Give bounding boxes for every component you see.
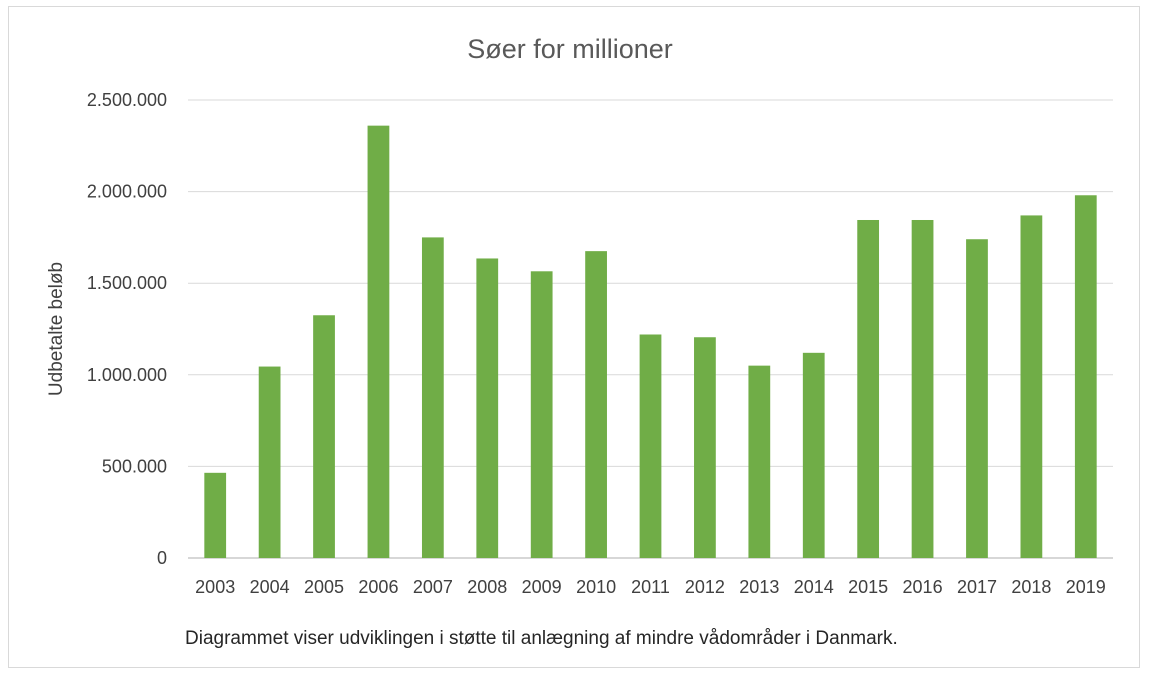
y-tick-label: 1.500.000 [87,273,167,293]
y-tick-label: 2.500.000 [87,90,167,110]
x-tick-label: 2008 [467,577,507,597]
bar-2015 [857,219,880,558]
x-tick-label: 2011 [631,577,670,597]
bar-2005 [313,315,335,558]
x-tick-label: 2005 [304,577,344,597]
y-tick-label: 500.000 [102,456,167,476]
bar-2013 [748,365,771,558]
x-tick-label: 2019 [1066,577,1106,597]
x-tick-label: 2013 [739,577,779,597]
x-tick-label: 2015 [848,577,888,597]
bar-2011 [639,334,662,558]
y-tick-label: 2.000.000 [87,182,167,202]
x-tick-label: 2006 [358,577,398,597]
x-tick-label: 2018 [1011,577,1051,597]
y-tick-label: 0 [157,548,167,568]
x-tick-label: 2014 [794,577,834,597]
bar-2012 [694,337,716,558]
gridlines [188,99,1113,559]
x-tick-label: 2016 [903,577,943,597]
x-tick-label: 2009 [522,577,562,597]
bar-2016 [911,219,934,558]
x-tick-label: 2003 [195,577,235,597]
bar-2014 [802,352,825,558]
bar-2004 [258,366,281,558]
x-tick-labels: 2003 2004 2005 2006 2007 2008 2009 2010 2011 2012… [195,577,1106,597]
bar-2008 [476,258,499,558]
x-tick-label: 2010 [576,577,616,597]
bar-2003 [204,472,227,558]
y-tick-labels: 0 500.000 1.000.000 1.500.000 2.000.000 2.500… [87,90,167,568]
bar-2009 [530,271,553,558]
bar-2017 [966,239,988,558]
bars [204,125,1097,558]
y-axis-label: Udbetalte beløb [46,262,67,396]
bar-2006 [367,125,390,558]
bar-2010 [585,251,607,558]
y-tick-label: 1.000.000 [87,365,167,385]
bar-2019 [1074,195,1097,558]
bar-2018 [1020,215,1043,558]
x-tick-label: 2004 [250,577,290,597]
bar-2007 [421,237,444,558]
x-tick-label: 2017 [957,577,997,597]
chart-caption: Diagrammet viser udviklingen i støtte ti… [185,628,898,649]
x-tick-label: 2012 [685,577,725,597]
chart-title: Søer for millioner [467,34,673,64]
x-tick-label: 2007 [413,577,453,597]
